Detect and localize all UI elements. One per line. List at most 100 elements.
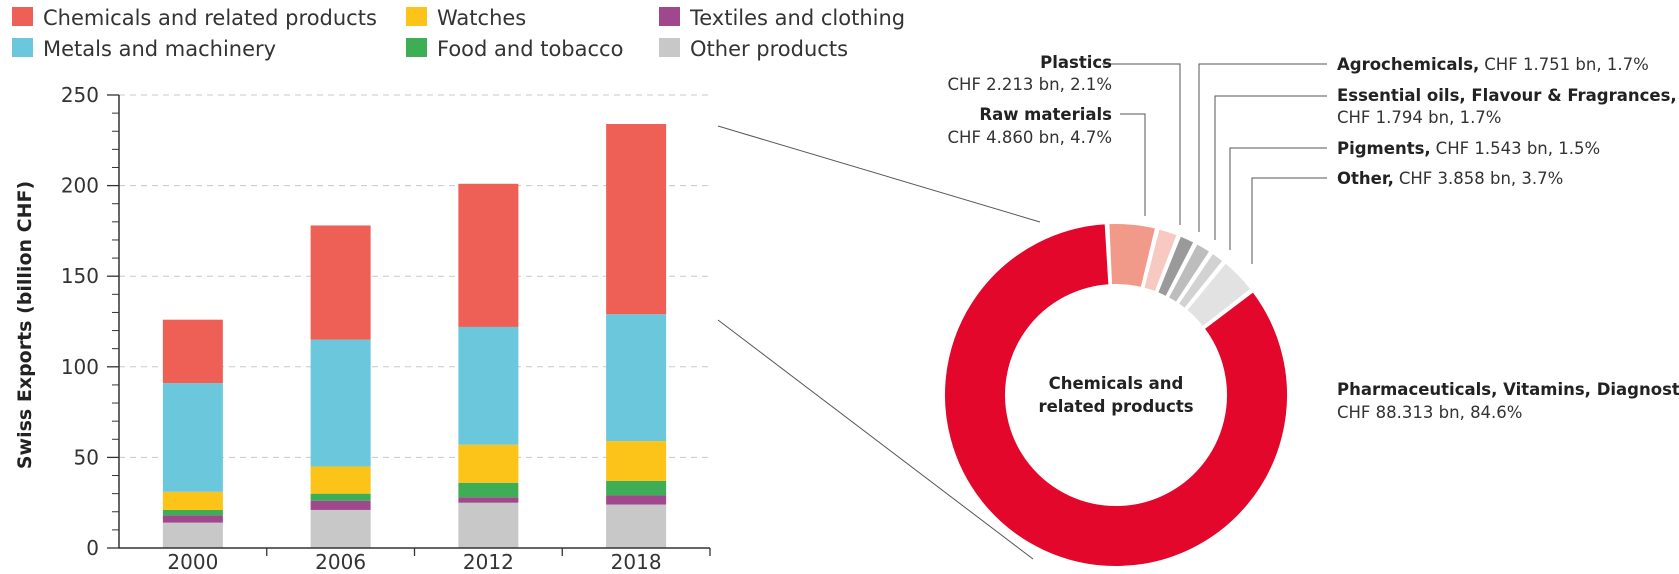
leader-essential-oils: [1214, 95, 1327, 240]
donut-slice: [1184, 261, 1253, 329]
bar-segment: [606, 504, 667, 548]
bar-segment: [606, 480, 667, 496]
legend-swatch-chemicals: [12, 7, 33, 26]
bar-segment: [162, 509, 223, 516]
annotation-pigments-name: Pigments,: [1337, 139, 1431, 158]
annotation-pharma-name: Pharmaceuticals, Vitamins, Diagnostics: [1337, 380, 1679, 399]
bar-stack-2018: [606, 123, 667, 548]
legend-swatch-other-products: [659, 38, 680, 57]
donut-slice: [1107, 222, 1158, 290]
bar-segment: [458, 502, 519, 548]
annotation-agrochemicals-name: Agrochemicals,: [1337, 55, 1479, 74]
donut-slice: [1142, 227, 1180, 294]
annotation-plastics-name: Plastics: [1040, 53, 1112, 72]
bar-segment: [310, 225, 371, 340]
zoom-connectors: [717, 125, 1041, 560]
annotation-other: Other, CHF 3.858 bn, 3.7%: [1337, 169, 1563, 188]
donut-center-label-line2: related products: [1038, 397, 1193, 416]
legend-label-other-products: Other products: [690, 37, 848, 61]
legend-item-metals: Metals and machinery: [12, 37, 276, 61]
bar-stack-2000: [162, 319, 223, 548]
annotation-agrochemicals: Agrochemicals, CHF 1.751 bn, 1.7%: [1337, 55, 1649, 74]
donut-annotations: Plastics CHF 2.213 bn, 2.1% Raw material…: [948, 53, 1679, 422]
legend-label-food: Food and tobacco: [437, 37, 623, 61]
bar-stack-2012: [458, 183, 519, 548]
legend-label-metals: Metals and machinery: [43, 37, 276, 61]
annotation-essential-oils-detail: CHF 1.794 bn, 1.7%: [1337, 108, 1501, 127]
bar-segment: [310, 466, 371, 494]
leader-agrochemicals: [1198, 63, 1327, 232]
legend-label-chemicals: Chemicals and related products: [43, 6, 377, 30]
legend-swatch-watches: [406, 7, 427, 26]
annotation-pigments: Pigments, CHF 1.543 bn, 1.5%: [1337, 139, 1600, 158]
legend-item-watches: Watches: [406, 6, 526, 30]
annotation-other-detail: CHF 3.858 bn, 3.7%: [1399, 169, 1563, 188]
y-axis-label: Swiss Exports (billion CHF): [14, 181, 36, 469]
connector-line-top: [717, 125, 1041, 223]
donut-slice: [1176, 251, 1225, 311]
bar-segment: [606, 441, 667, 481]
leader-lines: [1102, 63, 1327, 264]
annotation-pharma-detail: CHF 88.313 bn, 84.6%: [1337, 403, 1522, 422]
leader-plastics: [1102, 63, 1181, 225]
annotation-pigments-detail: CHF 1.543 bn, 1.5%: [1436, 139, 1600, 158]
annotation-raw-materials-detail: CHF 4.860 bn, 4.7%: [948, 128, 1112, 147]
y-tick-label: 100: [61, 355, 99, 379]
bar-segment: [310, 509, 371, 548]
annotation-plastics-detail: CHF 2.213 bn, 2.1%: [948, 75, 1112, 94]
annotation-raw-materials-name: Raw materials: [979, 105, 1112, 124]
legend-swatch-textiles: [659, 7, 680, 26]
bar-segment: [458, 497, 519, 503]
bar-chart: 0 50 100 150 200 250 2000 2006 2012 2018 Swiss E…: [14, 83, 711, 574]
bar-segment: [606, 314, 667, 442]
x-tick-label: 2018: [611, 550, 662, 574]
legend-item-chemicals: Chemicals and related products: [12, 6, 377, 30]
bar-stacks: [162, 123, 667, 548]
donut-slice: [1155, 234, 1196, 299]
legend-swatch-food: [406, 38, 427, 57]
legend-label-watches: Watches: [437, 6, 526, 30]
y-ticks: 0 50 100 150 200 250: [61, 83, 119, 560]
bar-segment: [606, 495, 667, 505]
leader-other: [1251, 177, 1327, 264]
legend-item-textiles: Textiles and clothing: [659, 6, 905, 30]
leader-pigments: [1229, 147, 1327, 250]
bar-segment: [458, 183, 519, 327]
legend-item-other-products: Other products: [659, 37, 848, 61]
connector-line-bottom: [717, 319, 1034, 560]
y-tick-label: 250: [61, 83, 99, 107]
legend-swatch-metals: [12, 38, 33, 57]
donut-chart: [943, 222, 1289, 568]
legend-item-food: Food and tobacco: [406, 37, 623, 61]
bar-segment: [458, 326, 519, 445]
legend: Chemicals and related products Metals an…: [12, 6, 905, 61]
bar-segment: [310, 493, 371, 501]
donut-slice: [1166, 241, 1212, 305]
donut-center-label-line1: Chemicals and: [1049, 374, 1184, 393]
x-ticks: 2000 2006 2012 2018: [167, 548, 711, 574]
bar-segment: [162, 319, 223, 384]
bar-segment: [458, 482, 519, 498]
bar-stack-2006: [310, 225, 371, 548]
leader-raw-materials: [1120, 113, 1146, 216]
x-tick-label: 2012: [463, 550, 514, 574]
bar-segment: [310, 500, 371, 510]
y-tick-label: 150: [61, 264, 99, 288]
bar-segment: [310, 339, 371, 467]
bar-segment: [162, 491, 223, 510]
y-tick-label: 200: [61, 174, 99, 198]
y-tick-label: 50: [74, 445, 99, 469]
x-tick-label: 2006: [315, 550, 366, 574]
y-tick-label: 0: [86, 536, 99, 560]
bar-segment: [606, 123, 667, 315]
bar-segment: [162, 383, 223, 492]
annotation-other-name: Other,: [1337, 169, 1394, 188]
bar-segment: [162, 522, 223, 548]
bar-segment: [458, 444, 519, 483]
legend-label-textiles: Textiles and clothing: [689, 6, 905, 30]
annotation-agrochemicals-detail: CHF 1.751 bn, 1.7%: [1484, 55, 1648, 74]
donut-slice: [943, 222, 1289, 568]
annotation-essential-oils-name: Essential oils, Flavour & Fragrances,: [1337, 86, 1677, 105]
x-tick-label: 2000: [167, 550, 218, 574]
bar-segment: [162, 515, 223, 523]
